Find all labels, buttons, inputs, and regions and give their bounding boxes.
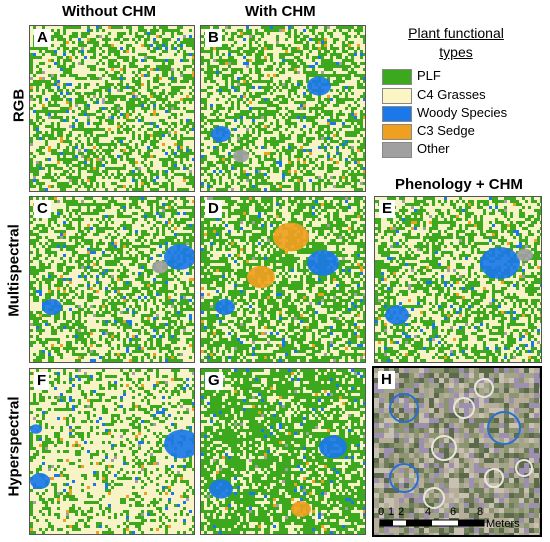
map-panel-g: G [200, 368, 366, 535]
panel-label-f: F [34, 372, 50, 390]
legend-label: Woody Species [417, 105, 508, 120]
panel-label-d: D [205, 200, 222, 218]
scale-tick-6: 6 [450, 506, 456, 518]
panel-label-e: E [379, 200, 396, 218]
classification-map [201, 26, 365, 191]
map-panel-b: B [200, 25, 366, 192]
scale-bar: 0 1 2 4 6 8 Meters [378, 504, 538, 534]
panel-label-a: A [34, 29, 51, 47]
classification-map [30, 369, 194, 534]
scale-tick-4: 4 [425, 506, 431, 518]
panel-label-b: B [205, 29, 222, 47]
aerial-image [374, 368, 540, 535]
classification-map [30, 26, 194, 191]
legend-label: Other [417, 141, 450, 156]
panel-label-c: C [34, 200, 51, 218]
legend-title: Plant functional types [408, 25, 504, 60]
scale-tick-0: 0 [378, 506, 384, 518]
map-panel-d: D [200, 196, 366, 363]
legend-swatch [382, 142, 412, 158]
aerial-image-panel-h: H 0 1 2 4 6 8 Meters [372, 366, 542, 537]
panel-label-g: G [205, 372, 223, 390]
scale-tick-1: 1 [388, 506, 394, 518]
column-title-without-chm: Without CHM [62, 3, 156, 20]
legend-swatch [382, 88, 412, 104]
row-title-hyperspectral: Hyperspectral [5, 396, 23, 497]
classification-map [375, 197, 541, 362]
classification-map [30, 197, 194, 362]
legend-swatch [382, 124, 412, 140]
column-title-with-chm: With CHM [245, 3, 316, 20]
classification-map [201, 197, 365, 362]
map-panel-f: F [29, 368, 195, 535]
legend-swatch [382, 106, 412, 122]
map-panel-a: A [29, 25, 195, 192]
map-panel-e: E [374, 196, 542, 363]
legend-label: C4 Grasses [417, 87, 486, 102]
column-title-phenology-chm: Phenology + CHM [395, 176, 523, 193]
row-title-rgb: RGB [10, 88, 28, 123]
map-panel-c: C [29, 196, 195, 363]
classification-map [201, 369, 365, 534]
legend-label: C3 Sedge [417, 123, 475, 138]
legend-label: PLF [417, 68, 441, 83]
scale-unit: Meters [486, 518, 520, 530]
panel-label-h: H [378, 371, 395, 389]
scale-tick-2: 2 [398, 506, 404, 518]
legend-swatch [382, 69, 412, 85]
scale-tick-8: 8 [477, 506, 483, 518]
row-title-multispectral: Multispectral [5, 224, 23, 317]
